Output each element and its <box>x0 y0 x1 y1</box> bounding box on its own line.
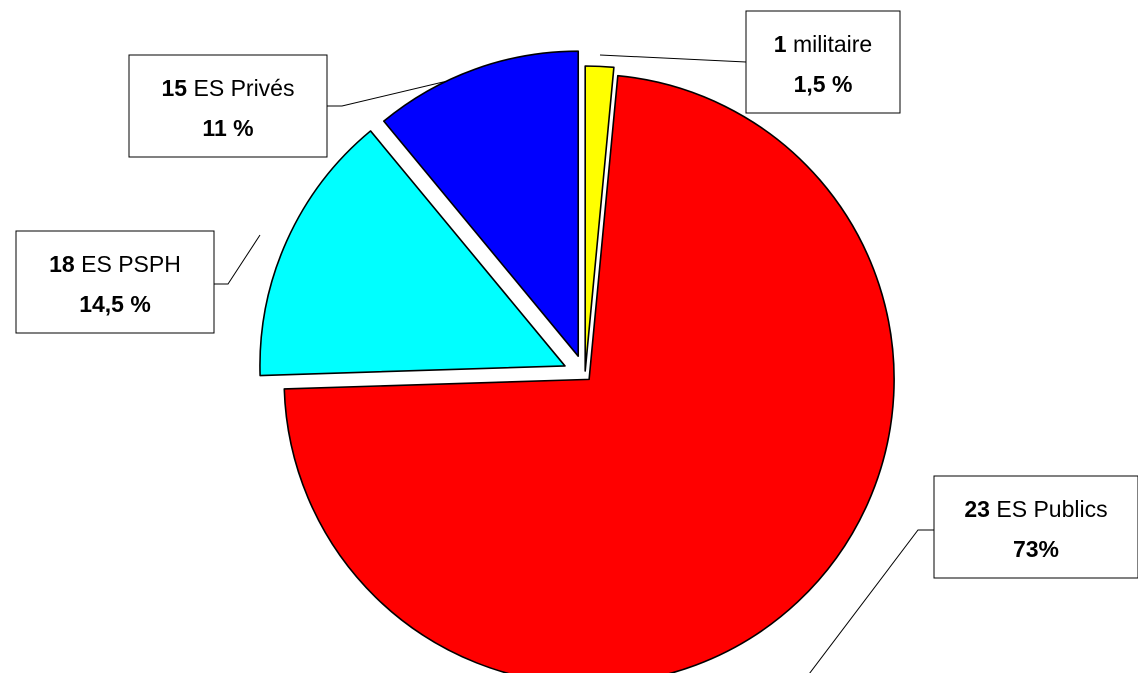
slice-label-2: 23 ES Publics 73% <box>933 475 1138 579</box>
label-category: ES Privés <box>187 75 294 101</box>
label-percent: 1,5 % <box>794 71 853 97</box>
pie-slice-1 <box>584 65 615 372</box>
label-box <box>745 10 901 114</box>
label-percent: 14,5 % <box>79 291 151 317</box>
pie-slices <box>259 50 895 673</box>
label-box <box>15 230 215 334</box>
label-count: 15 <box>162 75 188 101</box>
label-category: militaire <box>787 31 873 57</box>
label-count: 23 <box>964 496 990 522</box>
slice-label-1: 1 militaire 1,5 % <box>745 10 901 114</box>
pie-slice-2 <box>283 74 895 673</box>
label-percent: 73% <box>1013 536 1059 562</box>
label-line-1: 23 ES Publics <box>964 496 1107 522</box>
leader-line-1 <box>599 54 747 63</box>
label-line-1: 15 ES Privés <box>162 75 295 101</box>
label-percent: 11 % <box>202 115 253 141</box>
label-category: ES Publics <box>990 496 1108 522</box>
pie-slice-4 <box>383 50 580 357</box>
pie-slice-3 <box>259 130 566 377</box>
label-line-1: 18 ES PSPH <box>49 251 181 277</box>
label-box <box>933 475 1138 579</box>
leader-line-2 <box>809 529 934 673</box>
slice-label-3: 18 ES PSPH 14,5 % <box>15 230 215 334</box>
slice-labels: 1 militaire 1,5 % 23 ES Publics 73% 18 ES PS… <box>15 10 1138 579</box>
label-line-1: 1 militaire <box>774 31 872 57</box>
label-count: 18 <box>49 251 75 277</box>
label-category: ES PSPH <box>75 251 181 277</box>
leader-line-4 <box>327 77 461 107</box>
label-box <box>128 54 328 158</box>
label-count: 1 <box>774 31 787 57</box>
leader-line-3 <box>214 234 261 285</box>
slice-label-4: 15 ES Privés 11 % <box>128 54 328 158</box>
leader-lines <box>214 54 934 673</box>
